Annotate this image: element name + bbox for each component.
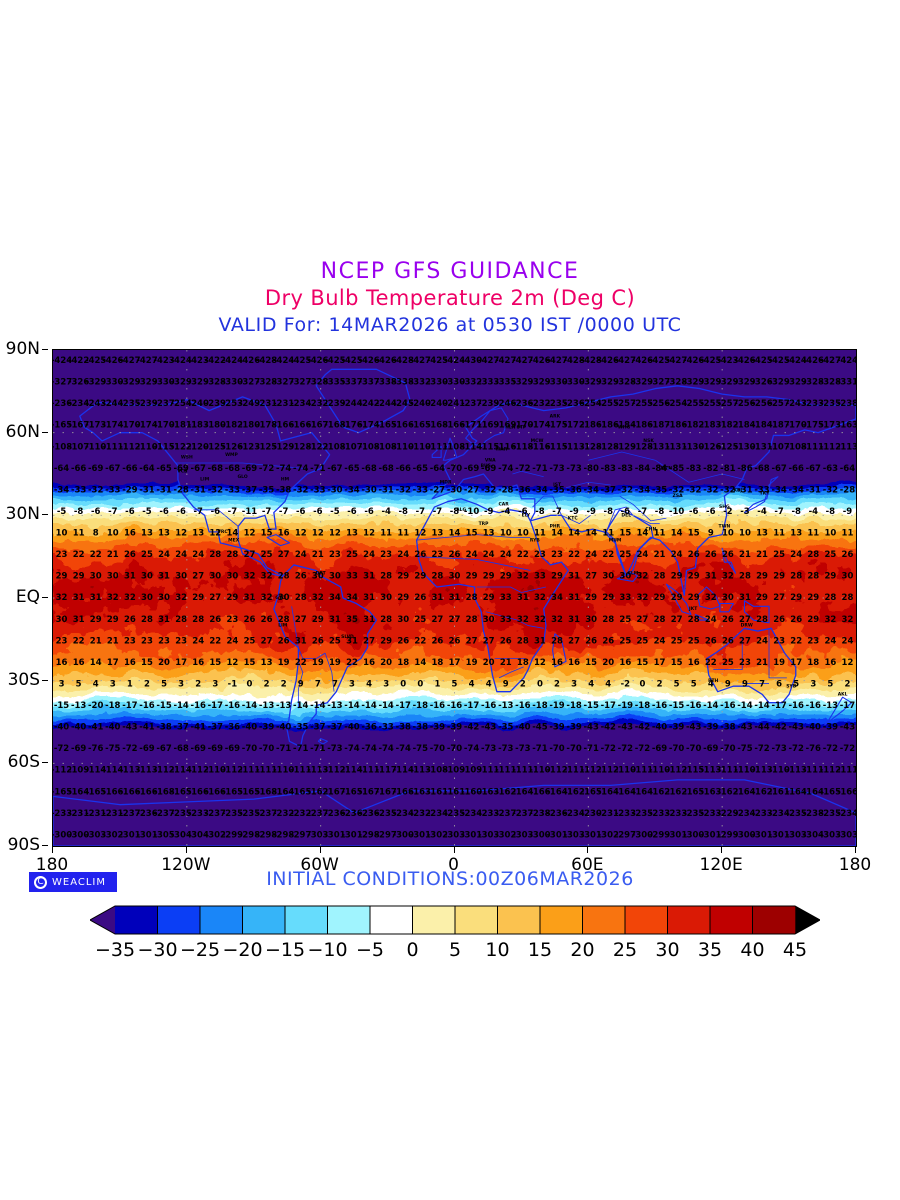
chart-subtitle: Dry Bulb Temperature 2m (Deg C)	[264, 286, 636, 310]
valid-time-line: VALID For: 14MAR2026 at 0530 IST /0000 U…	[218, 314, 682, 336]
lat-tick-30S: 30S	[7, 669, 40, 690]
lat-tick-mark	[42, 845, 48, 846]
lon-tick-mark	[855, 847, 856, 853]
colorbar-tick-25: 25	[612, 939, 638, 961]
colorbar-tick-40: 40	[740, 939, 765, 961]
colorbar-tick-45: 45	[782, 939, 808, 961]
colorbar-tick--30: −30	[137, 939, 178, 961]
lat-tick-mark	[42, 597, 48, 598]
lon-tick-mark	[721, 847, 723, 853]
lat-tick-60S: 60S	[7, 752, 40, 773]
weaclim-label: WEACLIM	[52, 876, 107, 888]
lon-tick-60W: 60W	[300, 855, 339, 875]
colorbar-canvas	[90, 903, 820, 939]
colorbar-tick-10: 10	[485, 939, 510, 961]
lon-tick-180: 180	[35, 855, 69, 875]
lon-tick-mark	[453, 847, 455, 853]
colorbar-tick--5: −5	[355, 939, 385, 961]
colorbar-tick--20: −20	[222, 939, 263, 961]
initial-conditions-label: INITIAL CONDITIONS:00Z06MAR2026	[266, 868, 634, 890]
colorbar-tick--15: −15	[264, 939, 306, 961]
lon-tick-mark	[52, 847, 53, 853]
lat-tick-mark	[42, 431, 48, 433]
lon-tick-mark	[587, 847, 589, 853]
colorbar-tick--25: −25	[179, 939, 221, 961]
copyright-icon: C	[34, 875, 47, 889]
chart-title-block: NCEP GFS GUIDANCE Dry Bulb Temperature 2…	[0, 258, 900, 338]
lon-tick-mark	[185, 847, 187, 853]
lon-tick-0: 0	[448, 855, 459, 875]
lat-tick-mark	[42, 349, 48, 350]
lon-tick-120W: 120W	[161, 855, 211, 875]
colorbar-tick-30: 30	[655, 939, 680, 961]
latitude-axis: 90N 60N 30N EQ 30S 60S 90S	[0, 339, 48, 855]
weaclim-logo[interactable]: C WEACLIM	[29, 872, 117, 892]
map-canvas[interactable]	[53, 350, 856, 846]
longitude-axis: 180 120W 60W 0 60E 120E 180	[0, 847, 900, 875]
colorbar-tick-0: 0	[406, 939, 419, 961]
lat-tick-60N: 60N	[5, 421, 40, 442]
colorbar-tick--35: −35	[94, 939, 136, 961]
lat-tick-90S: 90S	[7, 835, 40, 855]
lon-tick-mark	[319, 847, 321, 853]
lat-tick-mark	[42, 514, 48, 516]
colorbar-tick-labels: −35 −30 −25 −20 −15 −10 −5 0 5 10 15 20 25 30 35 40 45	[0, 937, 900, 963]
temperature-map[interactable]	[52, 349, 857, 847]
lon-tick-180: 180	[838, 855, 872, 875]
lat-tick-EQ: EQ	[15, 587, 40, 607]
colorbar-tick-35: 35	[697, 939, 723, 961]
lat-tick-mark	[42, 679, 48, 681]
colorbar-tick--10: −10	[307, 939, 348, 961]
lat-tick-90N: 90N	[5, 339, 40, 359]
lat-tick-mark	[42, 762, 48, 764]
colorbar-tick-15: 15	[527, 939, 553, 961]
colorbar: −35 −30 −25 −20 −15 −10 −5 0 5 10 15 20 25 30 35 40 45	[0, 903, 900, 963]
lon-tick-120E: 120E	[699, 855, 743, 875]
colorbar-tick-20: 20	[570, 939, 595, 961]
colorbar-tick-5: 5	[448, 939, 462, 961]
lat-tick-30N: 30N	[5, 504, 40, 525]
page-title: NCEP GFS GUIDANCE	[320, 259, 580, 284]
lon-tick-60E: 60E	[571, 855, 604, 875]
